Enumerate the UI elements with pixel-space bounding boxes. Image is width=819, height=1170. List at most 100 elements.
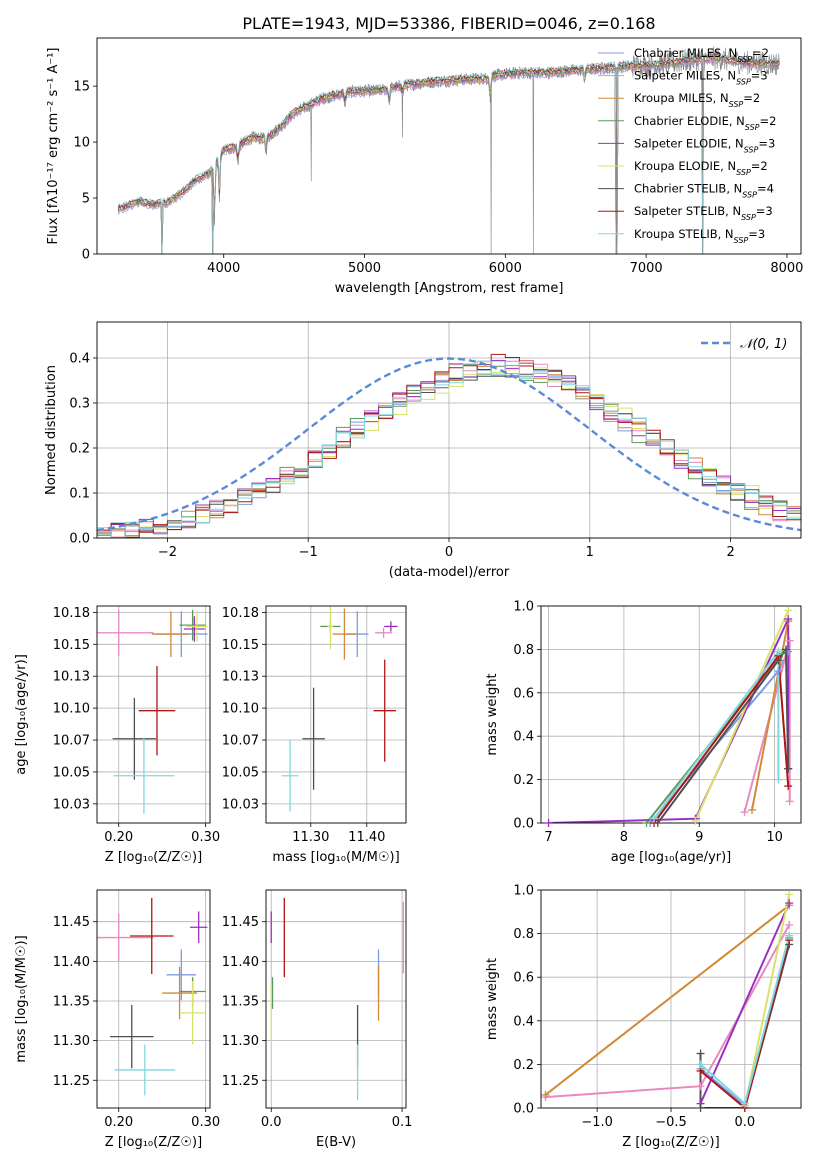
histogram-6 [97, 369, 801, 538]
mass-weight-marker [785, 920, 794, 929]
mass-weight-marker [774, 775, 783, 784]
plot-area-spectrum [117, 46, 780, 254]
y-tick-label: 0.2 [69, 442, 90, 457]
x-axis-label: E(B-V) [316, 1135, 356, 1150]
legend-suffix: =2 [752, 46, 769, 60]
x-tick-label: 0.30 [191, 830, 220, 845]
errorbar-point [113, 737, 175, 815]
y-tick-label: 10.03 [53, 797, 90, 812]
y-tick-label: 0.0 [69, 532, 90, 547]
legend-subscript: SSP [736, 168, 751, 177]
y-tick-label: 11.25 [53, 1074, 90, 1089]
axes-frame [96, 37, 802, 255]
mass-weight-marker [696, 1049, 705, 1058]
errorbar-point [130, 897, 174, 975]
mass-weight-marker [784, 764, 793, 773]
mass-weight-marker [544, 819, 553, 827]
y-tick-label: 10.13 [53, 670, 90, 685]
y-axis-label: Flux [fλ10⁻¹⁷ erg cm⁻² s⁻¹ A⁻¹] [46, 48, 61, 245]
legend-suffix: =3 [758, 136, 775, 150]
mass-weight-marker [784, 782, 793, 791]
legend-label: Salpeter MILES, NSSP=3 [634, 69, 768, 87]
errorbar-point [110, 1004, 154, 1069]
legend-label: Chabrier STELIB, NSSP=4 [634, 182, 774, 200]
y-tick-label: 10.10 [53, 702, 90, 717]
y-tick-label: 11.40 [222, 955, 259, 970]
x-tick-label: 7 [544, 830, 552, 845]
plot-area-residual-histogram [97, 322, 801, 538]
y-tick-label: 10.13 [222, 670, 259, 685]
mass-weight-marker [748, 805, 757, 814]
errorbar-point [373, 659, 396, 762]
errorbar-point [162, 966, 197, 1020]
plot-area-age-vs-mass [266, 606, 406, 823]
x-tick-label: 9 [695, 830, 703, 845]
figure-title: PLATE=1943, MJD=53386, FIBERID=0046, z=0… [242, 14, 655, 33]
y-tick-label: 10.18 [222, 606, 259, 621]
errorbar-point [327, 606, 334, 650]
legend-label: Chabrier MILES, NSSP=2 [634, 46, 769, 64]
errorbar-point [179, 609, 206, 641]
errorbar-point [332, 608, 357, 660]
errorbar-point [190, 911, 208, 944]
errorbar-point [186, 611, 208, 642]
panel-mass-weight-vs-age: 7 8 9 10 0.0 0.2 0.4 0.6 0.8 1.0 age [log₁₀(age/yr… [485, 600, 802, 865]
x-axis-label: Z [log₁₀(Z/Z☉)] [105, 1135, 202, 1150]
panel-mass-vs-Z: 0.20 0.30 11.25 11.30 11.35 11.40 11.45 Z [log₁… [14, 889, 220, 1150]
axes-frame [265, 605, 407, 824]
errorbar-point [97, 913, 154, 962]
mass-weight-line-4 [548, 618, 790, 823]
y-tick-label: 1.0 [513, 600, 534, 615]
y-tick-label: 10.03 [222, 797, 259, 812]
mass-weight-marker [642, 819, 651, 827]
y-tick-label: 0.0 [513, 817, 534, 832]
y-tick-label: 0.4 [513, 730, 534, 745]
x-tick-label: 11.30 [292, 830, 329, 845]
y-tick-label: 10.07 [53, 734, 90, 749]
y-tick-label: 0 [82, 248, 90, 263]
legend-label: Salpeter STELIB, NSSP=3 [634, 204, 773, 222]
y-axis-label: age [log₁₀(age/yr)] [14, 654, 29, 775]
panel-mass-weight-vs-Z: −1.0 −0.5 0.0 0.0 0.2 0.4 0.6 0.8 1.0 Z [log₁₀(Z/… [485, 884, 802, 1150]
axes-frame [265, 889, 407, 1109]
mass-weight-marker [696, 1060, 705, 1069]
mass-weight-marker [696, 1104, 705, 1112]
y-axis-label: mass [log₁₀(M/M☉)] [14, 935, 29, 1062]
mass-weight-marker [781, 645, 790, 654]
x-tick-label: −0.5 [655, 1115, 687, 1130]
y-tick-label: 0.3 [69, 397, 90, 412]
axes-frame [96, 321, 802, 539]
y-tick-label: 15 [73, 80, 90, 95]
mass-weight-marker [785, 899, 794, 908]
y-tick-label: 1.0 [513, 884, 534, 899]
x-axis-label: wavelength [Angstrom, rest frame] [335, 281, 564, 296]
legend-suffix: =3 [751, 69, 768, 83]
mass-weight-line-2 [544, 904, 790, 1096]
errorbar-point [179, 981, 206, 1045]
observed-spectrum [117, 46, 780, 254]
x-tick-label: 10 [766, 830, 783, 845]
legend-subscript: SSP [729, 100, 744, 109]
legend-suffix: =3 [756, 204, 773, 218]
mass-weight-line-5 [694, 609, 790, 822]
x-tick-label: −2 [158, 545, 177, 560]
mass-weight-marker [784, 606, 793, 615]
x-tick-label: 0.0 [261, 1115, 282, 1130]
errorbar-point [151, 611, 191, 658]
y-tick-label: 11.25 [222, 1074, 259, 1089]
legend-subscript: SSP [734, 235, 749, 244]
x-tick-label: 7000 [630, 261, 663, 276]
legend-subscript: SSP [742, 190, 757, 199]
y-tick-label: 0.4 [69, 352, 90, 367]
panel-age-vs-mass: 11.30 11.40 10.03 10.05 10.07 10.10 10.13 10.15… [222, 605, 407, 865]
panel-spectrum: 4000 5000 6000 7000 8000 0 5 10 15 wavelength [An… [46, 37, 803, 296]
mass-weight-marker [784, 615, 793, 624]
y-tick-label: 10.07 [222, 734, 259, 749]
x-axis-label: Z [log₁₀(Z/Z☉)] [105, 850, 202, 865]
plot-area-age-vs-Z [97, 606, 210, 823]
mass-weight-marker [691, 816, 700, 825]
x-tick-label: 4000 [207, 261, 240, 276]
y-tick-label: 10.05 [53, 765, 90, 780]
plot-area-mass-vs-Z [97, 890, 210, 1108]
mass-weight-line-8 [653, 648, 780, 820]
